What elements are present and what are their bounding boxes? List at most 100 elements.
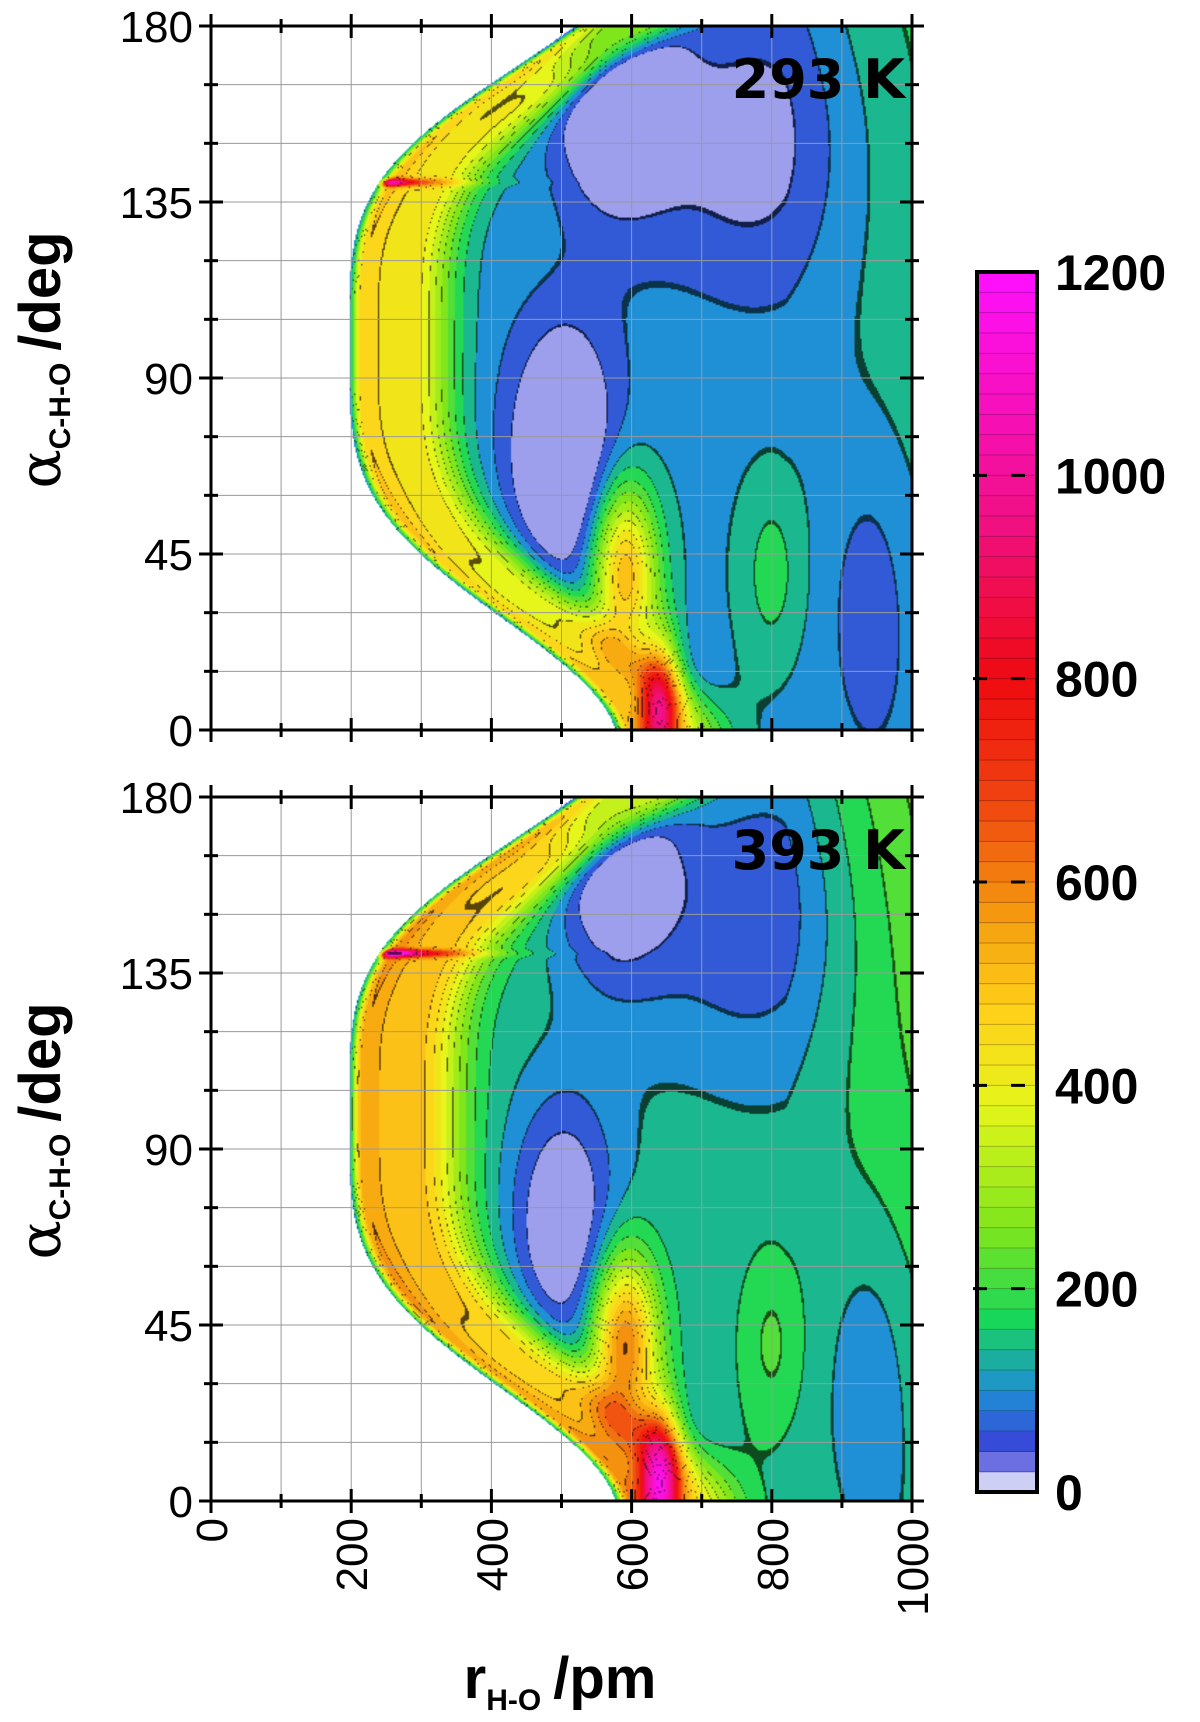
colorbar-band (977, 292, 1037, 314)
x-tick-label: 400 (468, 1518, 517, 1591)
colorbar-band (977, 495, 1037, 517)
colorbar-band (977, 353, 1037, 375)
y-tick-label: 135 (120, 179, 193, 228)
x-tick-label: 1000 (889, 1518, 938, 1616)
colorbar-tick-label: 1000 (1055, 448, 1166, 504)
panel-393K: 0 45 90 135 180 393 K (120, 774, 924, 1527)
colorbar-bands (977, 272, 1037, 1493)
colorbar-tick-label: 200 (1055, 1262, 1138, 1318)
colorbar-band (977, 1431, 1037, 1452)
colorbar-band (977, 272, 1037, 293)
colorbar-band (977, 1451, 1037, 1473)
colorbar-band (977, 902, 1037, 924)
colorbar-band (977, 1349, 1037, 1371)
colorbar-band (977, 1004, 1037, 1025)
colorbar-band (977, 1288, 1037, 1310)
colorbar-band (977, 800, 1037, 822)
colorbar-band (977, 333, 1037, 354)
colorbar-band (977, 1329, 1037, 1351)
colorbar-band (977, 739, 1037, 761)
colorbar-band (977, 780, 1037, 802)
colorbar-band (977, 1105, 1037, 1127)
colorbar-ticks: 0 200 400 600 800 1000 1200 (973, 245, 1166, 1521)
panel-label-293K: 293 K (732, 48, 908, 111)
colorbar-band (977, 882, 1037, 903)
colorbar-band (977, 821, 1037, 842)
colorbar-band (977, 1044, 1037, 1066)
colorbar-band (977, 1471, 1037, 1493)
ticks-393K: 0 45 90 135 180 (120, 774, 924, 1527)
colorbar-band (977, 861, 1037, 883)
ticks-293K: 0 45 90 135 180 (120, 3, 924, 756)
colorbar-tick-label: 400 (1055, 1058, 1138, 1114)
colorbar-band (977, 434, 1037, 456)
x-axis-title: rH-O/pm (464, 1646, 657, 1717)
y-tick-label: 180 (120, 774, 193, 823)
panel-293K: 0 45 90 135 180 293 K (120, 3, 924, 756)
y-axis-title-293K: αC-H-O/deg (6, 231, 77, 488)
x-tick-label: 600 (609, 1518, 658, 1591)
colorbar-band (977, 983, 1037, 1005)
colorbar-band (977, 1187, 1037, 1208)
colorbar-band (977, 1207, 1037, 1229)
colorbar-tick-label: 0 (1055, 1465, 1083, 1521)
colorbar-band (977, 577, 1037, 598)
x-tick-label: 800 (749, 1518, 798, 1591)
colorbar-band (977, 536, 1037, 558)
colorbar-tick-label: 600 (1055, 855, 1138, 911)
colorbar-band (977, 373, 1037, 395)
x-tick-labels: 0 200 400 600 800 1000 (188, 1518, 938, 1616)
colorbar-band (977, 1227, 1037, 1249)
colorbar-band (977, 312, 1037, 334)
colorbar-band (977, 1390, 1037, 1412)
colorbar-band (977, 1126, 1037, 1147)
colorbar-band (977, 760, 1037, 781)
y-axis-title-393K: αC-H-O/deg (6, 1002, 77, 1259)
colorbar-band (977, 597, 1037, 619)
colorbar: 0 200 400 600 800 1000 1200 (973, 245, 1166, 1521)
colorbar-band (977, 475, 1037, 497)
heatmap-293K (211, 26, 912, 730)
colorbar-band (977, 1268, 1037, 1290)
colorbar-band (977, 516, 1037, 537)
y-tick-label: 45 (144, 1302, 193, 1351)
grid-393K (211, 797, 912, 1501)
colorbar-band (977, 638, 1037, 659)
y-tick-label: 90 (144, 1126, 193, 1175)
colorbar-band (977, 1309, 1037, 1330)
colorbar-band (977, 678, 1037, 700)
colorbar-band (977, 699, 1037, 720)
colorbar-tick-label: 1200 (1055, 245, 1166, 301)
y-tick-label: 135 (120, 950, 193, 999)
colorbar-band (977, 1065, 1037, 1086)
grid-293K (211, 26, 912, 730)
colorbar-band (977, 963, 1037, 985)
colorbar-band (977, 922, 1037, 944)
heatmap-393K (211, 797, 912, 1501)
colorbar-band (977, 1085, 1037, 1107)
colorbar-tick-label: 800 (1055, 652, 1138, 708)
colorbar-band (977, 1410, 1037, 1432)
colorbar-band (977, 1370, 1037, 1391)
colorbar-band (977, 414, 1037, 436)
x-tick-label: 0 (188, 1518, 237, 1542)
x-tick-label: 200 (328, 1518, 377, 1591)
colorbar-band (977, 1166, 1037, 1188)
colorbar-band (977, 1024, 1037, 1046)
y-tick-label: 90 (144, 355, 193, 404)
colorbar-band (977, 943, 1037, 964)
colorbar-band (977, 394, 1037, 415)
colorbar-band (977, 658, 1037, 680)
y-tick-label: 0 (169, 707, 193, 756)
colorbar-band (977, 841, 1037, 863)
y-tick-label: 0 (169, 1478, 193, 1527)
colorbar-band (977, 455, 1037, 476)
colorbar-band (977, 1146, 1037, 1168)
colorbar-band (977, 556, 1037, 578)
y-tick-label: 45 (144, 531, 193, 580)
colorbar-band (977, 617, 1037, 639)
colorbar-band (977, 1248, 1037, 1269)
panel-label-393K: 393 K (732, 819, 908, 882)
y-tick-label: 180 (120, 3, 193, 52)
